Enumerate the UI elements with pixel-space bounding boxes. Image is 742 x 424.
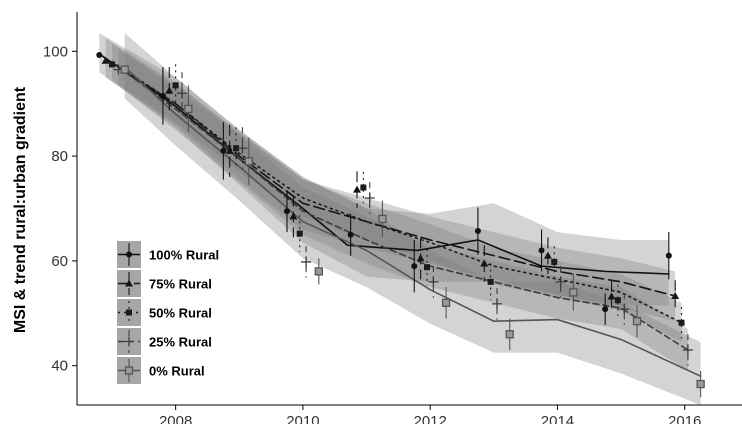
x-tick-label: 2012 bbox=[413, 413, 446, 424]
point-75-rural bbox=[543, 251, 552, 259]
point-0-rural bbox=[314, 267, 323, 276]
band-25-rural bbox=[118, 48, 688, 371]
x-tick-label: 2014 bbox=[541, 413, 574, 424]
point-50-rural bbox=[551, 258, 558, 265]
legend-label-25-rural: 25% Rural bbox=[149, 335, 212, 350]
data-points bbox=[96, 51, 705, 398]
y-axis-ticks: 40 60 80 100 bbox=[43, 43, 77, 375]
legend-marker-100-rural bbox=[126, 251, 132, 258]
y-tick-label: 40 bbox=[51, 358, 68, 375]
point-50-rural bbox=[233, 145, 240, 152]
point-75-rural bbox=[101, 56, 110, 64]
point-50-rural bbox=[360, 184, 367, 191]
x-axis-ticks: 2008 2010 2012 2014 2016 bbox=[159, 405, 701, 424]
point-100-rural bbox=[347, 231, 354, 238]
legend-marker-50-rural bbox=[126, 309, 132, 316]
point-100-rural bbox=[602, 306, 609, 313]
point-0-rural bbox=[244, 157, 253, 166]
point-50-rural bbox=[172, 82, 179, 89]
trend-line-50-rural bbox=[111, 60, 683, 324]
legend-marker-75-rural bbox=[125, 279, 133, 287]
point-100-rural bbox=[284, 208, 290, 215]
point-75-rural bbox=[480, 259, 489, 267]
point-50-rural bbox=[487, 278, 494, 285]
band-75-rural bbox=[105, 38, 676, 322]
point-25-rural bbox=[428, 276, 439, 287]
point-0-rural bbox=[441, 298, 451, 307]
y-tick-label: 100 bbox=[43, 43, 68, 60]
y-tick-label: 60 bbox=[51, 253, 68, 270]
point-75-rural bbox=[289, 212, 298, 220]
legend-label-75-rural: 75% Rural bbox=[149, 277, 212, 292]
point-25-rural bbox=[492, 298, 502, 309]
point-100-rural bbox=[538, 247, 545, 254]
point-0-rural bbox=[696, 379, 705, 389]
point-25-rural bbox=[364, 193, 375, 204]
point-75-rural bbox=[416, 254, 425, 262]
point-0-rural bbox=[184, 104, 193, 114]
point-100-rural bbox=[159, 92, 166, 99]
point-100-rural bbox=[220, 147, 227, 154]
point-25-rural bbox=[237, 143, 248, 154]
point-75-rural bbox=[353, 185, 361, 193]
trend-line-100-rural bbox=[98, 53, 670, 275]
x-tick-label: 2016 bbox=[668, 413, 701, 424]
point-75-rural bbox=[165, 86, 174, 94]
point-50-rural bbox=[296, 230, 303, 237]
trend-line-0-rural bbox=[123, 66, 702, 377]
x-tick-label: 2010 bbox=[286, 413, 319, 424]
trend-line-75-rural bbox=[104, 58, 676, 297]
legend: 100% Rural 75% Rural 50% Rural 25% Rural 0% … bbox=[117, 241, 219, 384]
point-100-rural bbox=[474, 228, 481, 235]
point-25-rural bbox=[682, 344, 693, 355]
point-75-rural bbox=[671, 292, 680, 300]
point-25-rural bbox=[619, 304, 630, 315]
legend-marker-25-rural bbox=[124, 336, 134, 347]
point-0-rural bbox=[378, 214, 387, 224]
point-75-rural bbox=[607, 292, 616, 300]
legend-label-50-rural: 50% Rural bbox=[149, 306, 212, 321]
band-100-rural bbox=[99, 32, 669, 306]
trend-line-25-rural bbox=[117, 66, 689, 351]
y-axis-title: MSI & trend rural:urban gradient bbox=[12, 86, 29, 333]
trend-lines bbox=[98, 53, 702, 377]
point-25-rural bbox=[301, 256, 312, 267]
point-50-rural bbox=[109, 61, 115, 68]
point-0-rural bbox=[505, 330, 514, 339]
y-tick-label: 80 bbox=[51, 148, 68, 165]
point-50-rural bbox=[614, 297, 621, 304]
point-100-rural bbox=[411, 263, 418, 270]
legend-label-0-rural: 0% Rural bbox=[149, 364, 205, 379]
x-tick-label: 2008 bbox=[159, 413, 192, 424]
point-0-rural bbox=[120, 65, 129, 74]
point-0-rural bbox=[632, 317, 642, 326]
point-25-rural bbox=[555, 276, 566, 287]
band-0-rural bbox=[124, 32, 701, 406]
point-50-rural bbox=[424, 264, 430, 271]
point-75-rural bbox=[225, 146, 234, 154]
point-50-rural bbox=[678, 319, 685, 326]
point-25-rural bbox=[177, 88, 187, 99]
point-0-rural bbox=[569, 288, 578, 297]
point-100-rural bbox=[96, 51, 103, 58]
legend-marker-0-rural bbox=[124, 366, 134, 375]
legend-label-100-rural: 100% Rural bbox=[149, 248, 219, 263]
point-100-rural bbox=[665, 252, 672, 259]
